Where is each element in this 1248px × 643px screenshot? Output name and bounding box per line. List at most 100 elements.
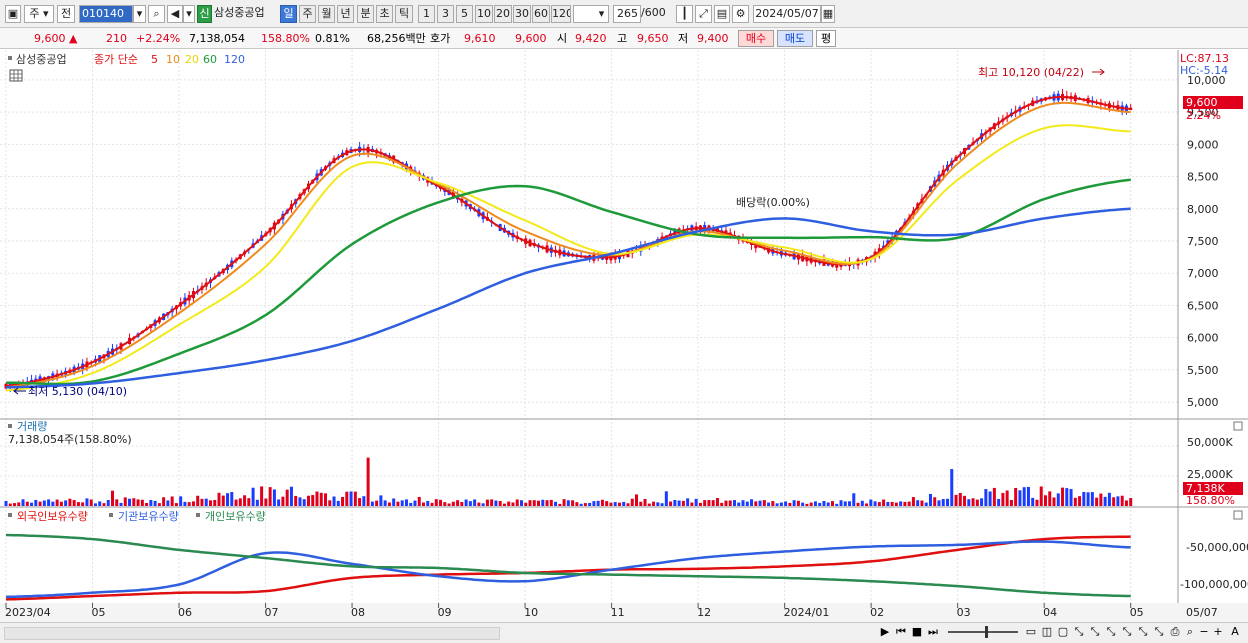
period-button-minute[interactable]: 분 [357, 5, 374, 23]
period-type-select[interactable]: 주 ▾ [24, 5, 54, 23]
tool-icon-6[interactable]: ⤡ [1154, 625, 1164, 638]
interval-button-60[interactable]: 60 [532, 5, 550, 23]
volume-ytick-50000k: 50,000K [1187, 436, 1233, 449]
save-icon[interactable]: ▤ [714, 5, 730, 23]
zoom-slider-handle[interactable] [985, 626, 988, 638]
x-axis-label: 08 [351, 606, 365, 619]
x-axis-label: 05 [92, 606, 106, 619]
tool-icon-5[interactable]: ⤡ [1138, 625, 1148, 638]
volume-bar [451, 501, 455, 506]
holding-panel-close-icon[interactable] [1233, 510, 1243, 520]
stop-icon[interactable]: ■ [911, 625, 923, 638]
volume-bar [119, 502, 123, 506]
volume-bar [1043, 495, 1047, 506]
volume-bar [51, 501, 55, 506]
scroll-start-icon[interactable]: ⏮ [896, 625, 906, 638]
chart-toolbar: ▣ 주 ▾ 전 010140 ▾ ⌕ ◀ ▾ 신 삼성중공업 일 주 월 년 분… [0, 0, 1248, 28]
buy-button[interactable]: 매수 [738, 30, 774, 47]
table-view-icon[interactable] [9, 69, 23, 82]
count-input[interactable]: 265 [613, 5, 641, 23]
bid-label: 호가 [430, 32, 451, 45]
volume-bar [128, 498, 132, 506]
volume-bar [907, 501, 911, 506]
stock-code-dropdown-icon[interactable]: ▾ [133, 5, 146, 23]
tool-icon-2[interactable]: ⤡ [1090, 625, 1100, 638]
period-button-second[interactable]: 초 [376, 5, 393, 23]
volume-bar [784, 501, 788, 506]
window-icon[interactable]: ▢ [1057, 625, 1069, 638]
volume-panel-close-icon[interactable] [1233, 421, 1243, 431]
zoom-slider[interactable] [948, 631, 1018, 633]
volume-bar [848, 501, 852, 506]
period-button-week[interactable]: 주 [299, 5, 316, 23]
gear-icon[interactable]: ⚙ [732, 5, 749, 23]
interval-button-1[interactable]: 1 [418, 5, 435, 23]
volume-bar [336, 500, 340, 506]
volume-bar [1035, 499, 1039, 506]
volume-bar [703, 500, 707, 506]
current-price-value: 9,600 [34, 32, 66, 45]
tool-icon-3[interactable]: ⤡ [1106, 625, 1116, 638]
volume-bar [894, 502, 898, 506]
interval-dropdown-icon[interactable]: ▾ [595, 5, 609, 23]
period-button-month[interactable]: 월 [318, 5, 335, 23]
zoom-in-icon[interactable]: + [1213, 625, 1223, 638]
volume-bar [643, 498, 647, 506]
volume-bar [191, 501, 195, 506]
x-axis-right-label: 05/07 [1186, 606, 1218, 619]
volume-bar [852, 493, 856, 506]
search-icon[interactable]: ⌕ [148, 5, 165, 23]
eval-button[interactable]: 평 [816, 30, 836, 47]
volume-bar [669, 501, 673, 506]
bid-price-1: 9,610 [464, 32, 496, 45]
draw-tool-icon[interactable]: ⤢ [695, 5, 712, 23]
calendar-icon[interactable]: ▦ [821, 5, 835, 23]
tool-icon-4[interactable]: ⤡ [1122, 625, 1132, 638]
count-max: /600 [641, 5, 673, 23]
volume-bar [1073, 497, 1077, 506]
period-button-year[interactable]: 년 [337, 5, 354, 23]
interval-button-120[interactable]: 120 [551, 5, 571, 23]
volume-bar [963, 495, 967, 506]
interval-button-10[interactable]: 10 [475, 5, 493, 23]
interval-button-30[interactable]: 30 [513, 5, 531, 23]
zoom-out-icon[interactable]: − [1199, 625, 1209, 638]
candle-type-icon[interactable]: ┃ [676, 5, 693, 23]
high-annotation: 최고 10,120 (04/22) [978, 66, 1084, 79]
magnifier-icon[interactable]: ⌕ [1186, 625, 1194, 638]
volume-bar [732, 500, 736, 506]
sell-button[interactable]: 매도 [777, 30, 813, 47]
scroll-end-icon[interactable]: ⏭ [928, 625, 938, 638]
price-ref-select[interactable]: 전 [57, 5, 75, 23]
interval-button-20[interactable]: 20 [494, 5, 512, 23]
period-button-tick[interactable]: 틱 [395, 5, 413, 23]
stock-chart[interactable]: 10,000 9,500 9,000 8,500 8,000 7,500 7,000 6,50… [0, 50, 1248, 622]
split-screen-icon[interactable]: ◫ [1041, 625, 1053, 638]
volume-bar [460, 502, 464, 506]
period-week-label: 주 [302, 7, 313, 20]
volume-bar [1120, 495, 1124, 506]
volume-bar [860, 500, 864, 506]
volume-bar [903, 501, 907, 506]
volume-bar [306, 495, 310, 506]
font-size-icon[interactable]: A [1231, 625, 1239, 638]
horizontal-scrollbar[interactable] [4, 627, 500, 640]
speaker-dropdown-icon[interactable]: ▾ [183, 5, 195, 23]
period-button-day[interactable]: 일 [280, 5, 297, 23]
volume-bar [779, 502, 783, 506]
date-input[interactable]: 2024/05/07 [753, 5, 821, 23]
volume-bar [387, 502, 391, 506]
interval-button-5[interactable]: 5 [456, 5, 473, 23]
volume-bar [85, 498, 89, 506]
scroll-right-icon[interactable]: ▶ [880, 625, 890, 638]
chart-menu-icon[interactable]: ▣ [5, 5, 21, 23]
trend-tool-icon[interactable]: ⤡ [1074, 625, 1084, 638]
interval-button-3[interactable]: 3 [437, 5, 454, 23]
screen-icon[interactable]: ▭ [1025, 625, 1037, 638]
stock-code-input[interactable]: 010140 [79, 5, 133, 23]
speaker-icon[interactable]: ◀ [167, 5, 183, 23]
credit-badge[interactable]: 신 [197, 5, 212, 23]
volume-bar [711, 500, 715, 506]
count-max-label: /600 [641, 6, 666, 19]
print-icon[interactable]: ⎙ [1170, 625, 1180, 638]
